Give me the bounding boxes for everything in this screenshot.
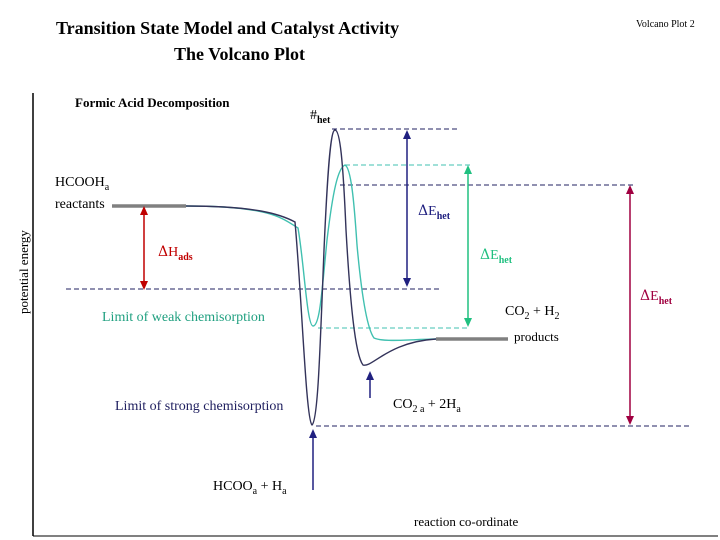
x-axis-label: reaction co-ordinate: [414, 514, 519, 529]
weak-limit-label: Limit of weak chemisorption: [102, 310, 265, 325]
transition-state-label: #het: [310, 108, 331, 126]
adsorbed-products-label: CO2 a + 2Ha: [393, 397, 461, 415]
h-ads-arrow-head-top: [140, 206, 148, 215]
e-het-maroon-arrow-head-top: [626, 185, 634, 194]
e-het-green-arrow-head-top: [464, 165, 472, 174]
strong-chemisorption-curve: [185, 129, 437, 426]
slide-label: Volcano Plot 2: [636, 19, 695, 30]
e-het-label-navy: ΔEhet: [418, 203, 451, 222]
reactant-formula: HCOOHa: [55, 175, 110, 193]
title-line-2: The Volcano Plot: [174, 44, 306, 64]
title-line-1: Transition State Model and Catalyst Acti…: [56, 18, 400, 38]
e-het-label-maroon: ΔEhet: [640, 288, 673, 307]
diagram-subtitle: Formic Acid Decomposition: [75, 95, 230, 110]
reactants-label: reactants: [55, 197, 105, 212]
product-pointer-head: [366, 371, 374, 380]
adsorbed-formate-label: HCOOa + Ha: [213, 479, 287, 497]
e-het-navy-arrow-head-top: [403, 130, 411, 139]
products-label: products: [514, 329, 559, 344]
h-ads-label: ΔHads: [158, 244, 193, 263]
weak-chemisorption-curve: [185, 164, 437, 342]
h-ads-arrow-head-bottom: [140, 281, 148, 290]
e-het-navy-arrow-head-bottom: [403, 278, 411, 287]
products-formula: CO2 + H2: [505, 304, 560, 322]
e-het-label-green: ΔEhet: [480, 247, 513, 266]
strong-limit-label: Limit of strong chemisorption: [115, 399, 284, 414]
e-het-green-arrow-head-bottom: [464, 318, 472, 327]
e-het-maroon-arrow-head-bottom: [626, 416, 634, 425]
strong-pointer-head: [309, 429, 317, 438]
